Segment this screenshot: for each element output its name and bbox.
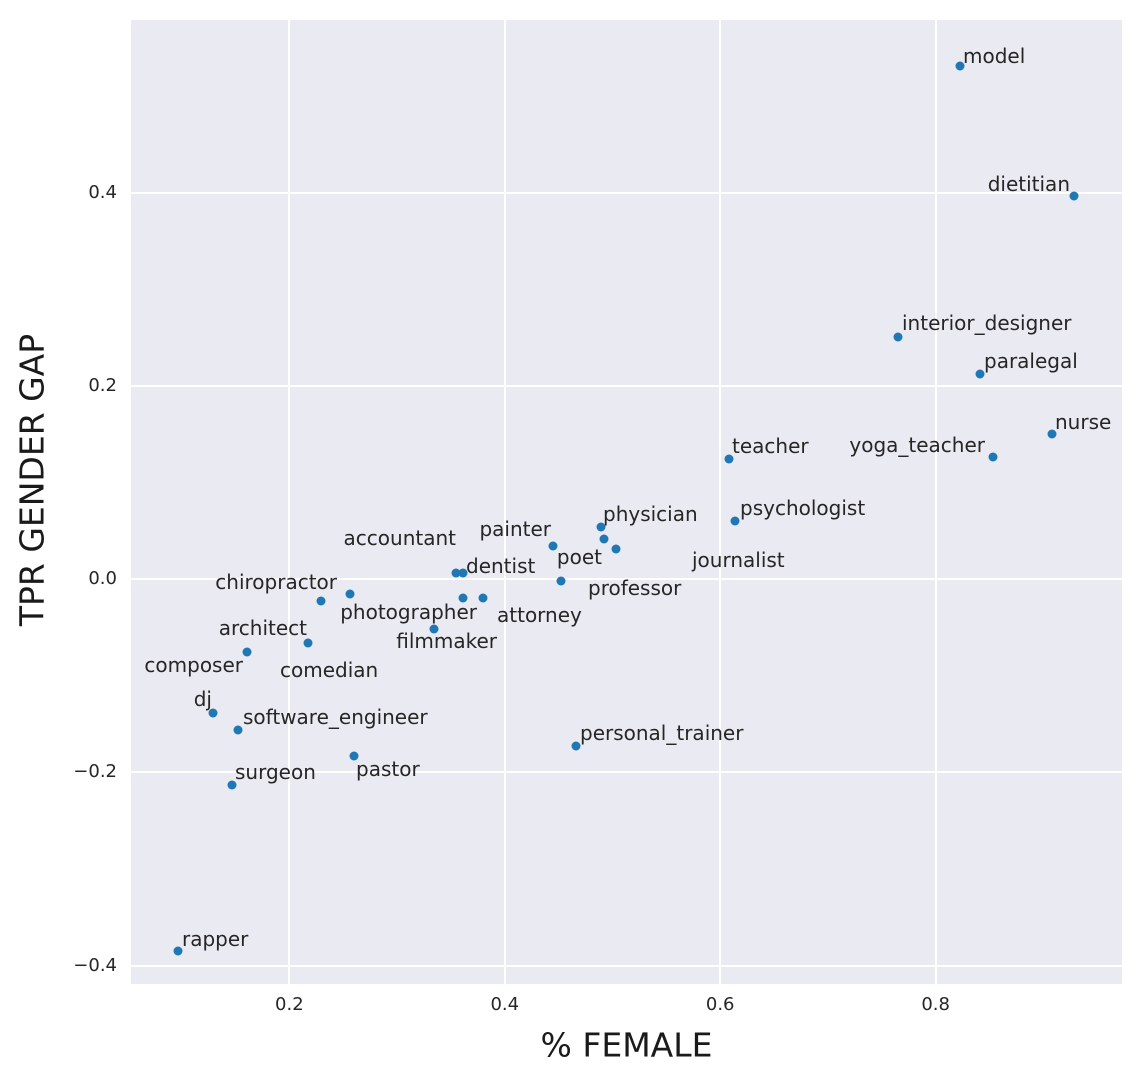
scatter-point-composer	[242, 647, 252, 657]
point-label-interior_designer: interior_designer	[902, 311, 1072, 335]
scatter-point-psychologist	[730, 516, 740, 526]
point-label-comedian: comedian	[280, 658, 379, 682]
point-label-attorney: attorney	[497, 603, 582, 627]
point-label-painter: painter	[479, 517, 551, 541]
scatter-point-yoga_teacher	[988, 452, 998, 462]
scatter-point-painter	[548, 541, 558, 551]
scatter-point-dentist	[458, 568, 468, 577]
y-gridline	[131, 771, 1122, 774]
scatter-point-paralegal	[975, 369, 985, 379]
point-label-dietitian: dietitian	[987, 172, 1070, 196]
point-label-model: model	[963, 44, 1026, 68]
scatter-point-architect	[316, 596, 326, 606]
y-tick-label: −0.4	[73, 954, 117, 976]
scatter-point-photographer	[458, 593, 468, 603]
x-tick-label: 0.6	[705, 994, 735, 1015]
scatter-point-teacher	[724, 454, 734, 464]
scatter-point-comedian	[303, 638, 313, 648]
point-label-surgeon: surgeon	[235, 760, 316, 784]
plot-area: model dietitian interior_designer paralegal…	[131, 20, 1122, 984]
scatter-point-model	[955, 61, 965, 71]
x-axis-label: % FEMALE	[540, 1025, 713, 1065]
point-label-rapper: rapper	[182, 927, 249, 951]
point-label-dentist: dentist	[466, 554, 536, 578]
point-label-accountant: accountant	[343, 526, 456, 550]
point-label-personal_trainer: personal_trainer	[580, 721, 744, 745]
scatter-point-software_engineer	[233, 725, 243, 735]
scatter-point-dj	[208, 708, 218, 718]
y-tick-label: −0.2	[73, 761, 117, 783]
scatter-point-surgeon	[227, 780, 237, 790]
x-tick-label: 0.4	[490, 994, 520, 1015]
point-label-poet: poet	[556, 545, 602, 569]
y-gridline	[131, 385, 1122, 388]
point-label-yoga_teacher: yoga_teacher	[849, 433, 985, 457]
scatter-point-personal_trainer	[571, 741, 581, 751]
x-gridline	[288, 20, 291, 984]
scatter-point-physician	[596, 522, 606, 532]
point-label-journalist: journalist	[692, 548, 785, 572]
y-gridline	[131, 578, 1122, 581]
point-label-filmmaker: filmmaker	[396, 629, 497, 653]
scatter-point-interior_designer	[893, 332, 903, 342]
x-tick-label: 0.8	[921, 994, 950, 1015]
scatter-point-chiropractor	[345, 589, 355, 599]
point-label-dj: dj	[193, 687, 212, 711]
y-tick-label: 0.0	[88, 568, 117, 590]
scatter-point-poet	[611, 544, 621, 554]
point-label-composer: composer	[144, 653, 243, 677]
y-gridline	[131, 191, 1122, 194]
x-gridline	[503, 20, 506, 984]
point-label-physician: physician	[603, 502, 698, 526]
scatter-point-nurse	[1047, 429, 1057, 439]
point-label-chiropractor: chiropractor	[215, 570, 337, 594]
scatter-point-professor	[556, 576, 566, 586]
y-tick-label: 0.4	[88, 181, 117, 203]
point-label-architect: architect	[218, 616, 307, 640]
point-label-paralegal: paralegal	[984, 349, 1078, 373]
y-tick-label: 0.2	[88, 375, 117, 397]
scatter-point-dietitian	[1069, 191, 1079, 201]
scatter-point-attorney	[478, 593, 488, 603]
scatter-point-journalist	[599, 534, 609, 544]
point-label-teacher: teacher	[732, 434, 809, 458]
point-label-pastor: pastor	[356, 757, 420, 781]
scatter-point-filmmaker	[429, 624, 439, 634]
x-gridline	[719, 20, 722, 984]
point-label-psychologist: psychologist	[740, 496, 866, 520]
point-label-software_engineer: software_engineer	[243, 705, 428, 729]
scatter-point-pastor	[349, 751, 359, 761]
scatter-point-rapper	[173, 946, 183, 956]
x-gridline	[934, 20, 937, 984]
point-label-nurse: nurse	[1055, 410, 1112, 434]
scatter-point-accountant	[451, 568, 461, 577]
point-label-professor: professor	[588, 576, 682, 600]
x-tick-label: 0.2	[275, 994, 304, 1015]
y-axis-label: TPR GENDER GAP	[12, 333, 52, 627]
point-label-photographer: photographer	[340, 600, 477, 624]
y-gridline	[131, 964, 1122, 967]
